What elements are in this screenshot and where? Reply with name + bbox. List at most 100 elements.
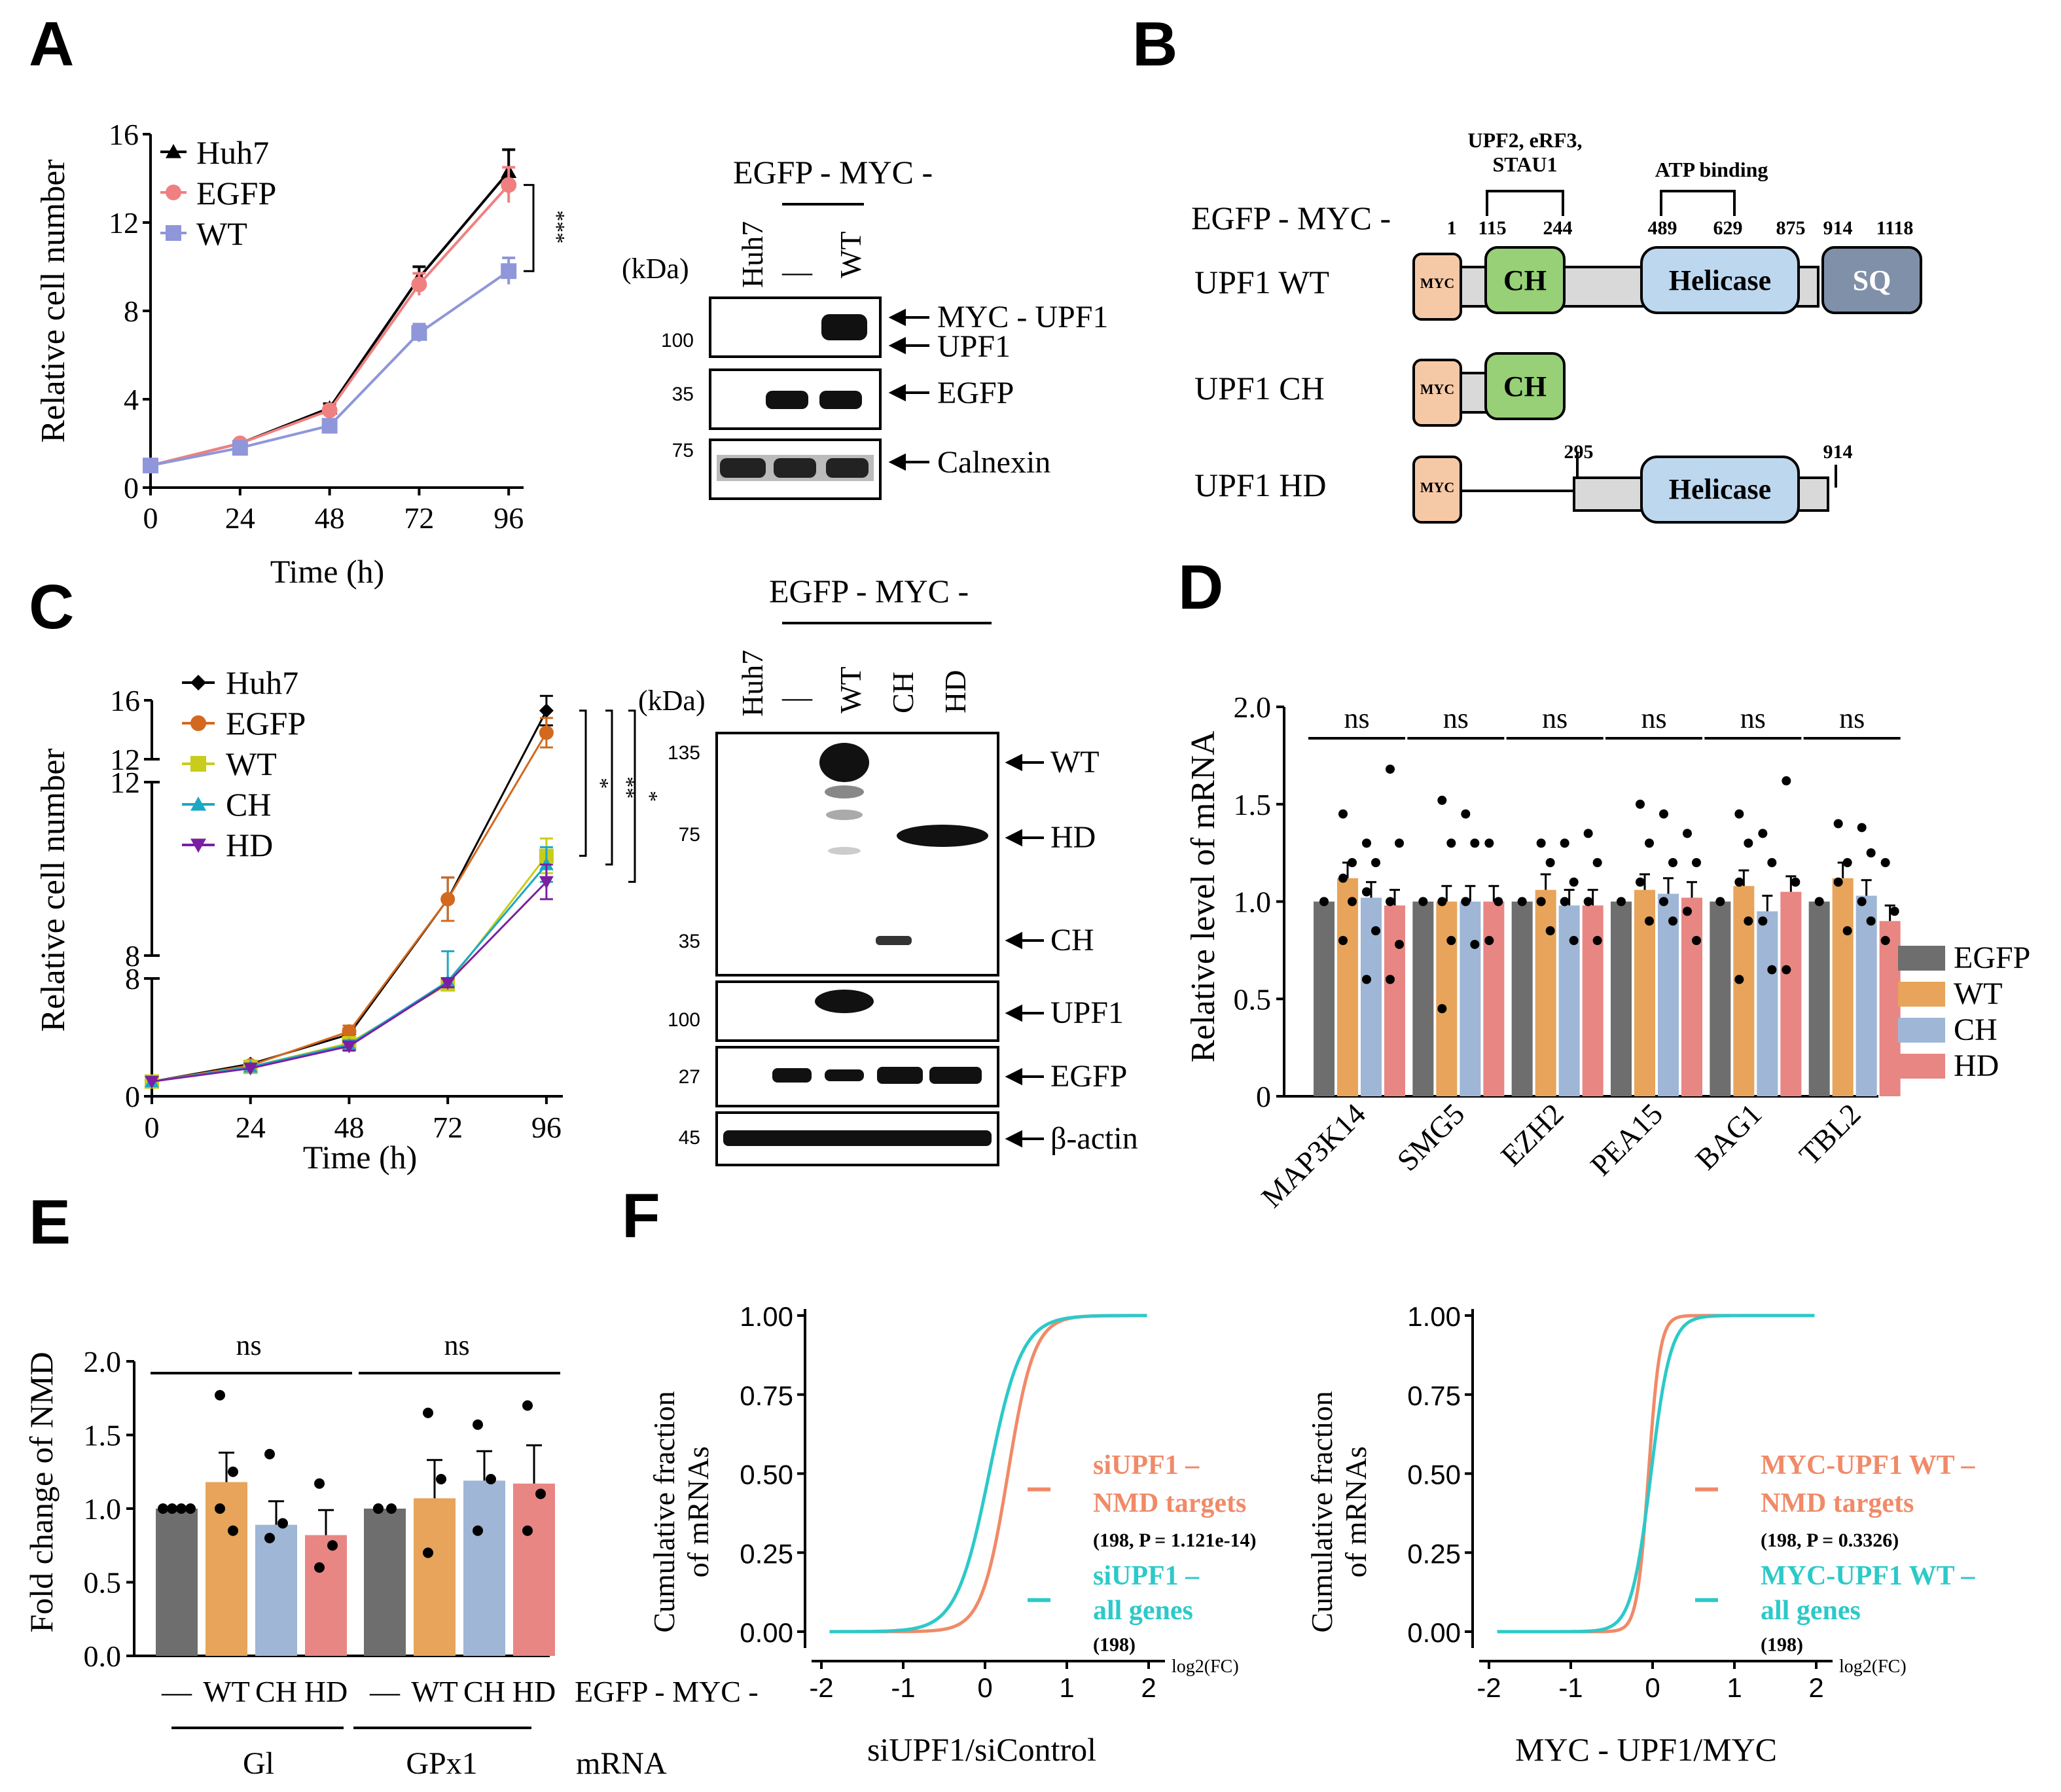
d-point — [1833, 819, 1843, 829]
a-series-line-wt — [150, 270, 510, 467]
e-bar-hd — [513, 1483, 555, 1656]
d-point — [1758, 829, 1768, 838]
a-point-egfp — [321, 402, 338, 418]
e-point — [228, 1525, 238, 1536]
c-band-actin: β-actin — [1050, 1121, 1138, 1156]
d-bar-ch — [1757, 911, 1778, 1096]
c-band-wt: WT — [1050, 745, 1100, 780]
e-lane-label: CH — [463, 1675, 505, 1708]
e-point — [264, 1533, 275, 1543]
e-point — [423, 1547, 433, 1558]
d-point — [1592, 858, 1602, 867]
a-legend-wt: WT — [196, 215, 247, 252]
d-point — [1437, 897, 1447, 906]
e-lane-label: — — [161, 1675, 192, 1708]
e-bar-ch — [255, 1524, 297, 1656]
d-point — [1645, 838, 1654, 848]
c-point-hd — [539, 876, 554, 889]
e-lane-label: WT — [411, 1675, 458, 1708]
d-point — [1362, 975, 1371, 984]
d-bar-hd — [1582, 905, 1604, 1096]
d-point — [1395, 939, 1404, 949]
c-legend-ch: CH — [226, 786, 271, 823]
d-point — [1636, 877, 1645, 887]
d-point — [1744, 838, 1753, 848]
d-ytick-label: 2.0 — [1234, 690, 1272, 724]
d-sig-label: ns — [1344, 702, 1369, 734]
e-point — [264, 1448, 275, 1460]
d-point — [1371, 858, 1380, 867]
e-bar-control — [364, 1509, 406, 1656]
f2-legend-1b: NMD targets — [1761, 1488, 1914, 1518]
d-point — [1668, 858, 1677, 867]
d-point — [1583, 829, 1593, 838]
d-bar-wt — [1832, 878, 1854, 1096]
c-xtick-label: 24 — [236, 1111, 266, 1144]
d-legend-swatch-wt — [1898, 982, 1945, 1007]
b-hd-myc-tag — [1412, 456, 1462, 524]
d-category-label: MAP3K14 — [1255, 1097, 1372, 1214]
d-point — [1470, 939, 1480, 949]
f2-ytick-label: 0.75 — [1407, 1380, 1461, 1411]
d-ytick-label: 0.5 — [1234, 982, 1272, 1016]
d-sig-label: ns — [1443, 702, 1469, 734]
a-ytick-label: 4 — [124, 383, 139, 416]
e-point — [327, 1540, 338, 1551]
e-ytick-label: 1.0 — [84, 1492, 122, 1526]
d-point — [1880, 858, 1890, 867]
c-sig-bracket — [628, 709, 636, 883]
e-point — [473, 1525, 483, 1536]
d-point — [1338, 809, 1348, 819]
d-bar-ch — [1658, 893, 1679, 1096]
c-legend-marker-huh7 — [190, 675, 206, 690]
d-point — [1371, 926, 1380, 936]
c-point-egfp — [440, 891, 456, 906]
d-point — [1890, 906, 1899, 916]
c-point-huh7 — [539, 703, 554, 718]
d-sig-label: ns — [1542, 702, 1568, 734]
e-point — [486, 1474, 496, 1484]
d-point — [1866, 916, 1876, 926]
a-ylabel: Relative cell number — [35, 159, 72, 442]
f2-xlabel: MYC - UPF1/MYC — [1515, 1731, 1777, 1768]
d-point — [1692, 936, 1701, 945]
e-point — [215, 1503, 225, 1514]
e-point — [215, 1389, 225, 1401]
d-ytick-label: 1.5 — [1234, 788, 1272, 821]
c-ylabel: Relative cell number — [35, 748, 72, 1031]
a-point-wt — [143, 457, 158, 474]
d-legend-swatch-egfp — [1898, 946, 1945, 971]
b-wt-sq-domain — [1821, 246, 1922, 314]
b-hd-pos-914: 914 — [1823, 441, 1853, 463]
d-point — [1536, 897, 1546, 906]
c-xtick-label: 0 — [145, 1111, 160, 1144]
a-lane-huh7: Huh7 — [736, 221, 769, 288]
b-wt-sq-label: SQ — [1853, 264, 1891, 296]
c-marker-100: 100 — [668, 1009, 700, 1031]
e-bar-hd — [305, 1535, 347, 1656]
b-hd-myc-label: MYC — [1420, 479, 1455, 495]
b-wt-helicase-label: Helicase — [1669, 264, 1771, 296]
d-bar-egfp — [1710, 901, 1731, 1096]
f1-legend-2a: siUPF1 – — [1093, 1561, 1200, 1591]
a-legend-marker-egfp — [166, 185, 181, 200]
a-xtick-label: 24 — [225, 501, 255, 535]
b-pos-875: 875 — [1776, 217, 1806, 239]
panel-c-growth-chart: Relative cell number Time (h) Huh7 EGFP … — [35, 664, 662, 1175]
f2-ecdf-all-genes — [1497, 1314, 1815, 1634]
a-legend-huh7: Huh7 — [196, 134, 269, 171]
b-construct-ch: UPF1 CH — [1194, 370, 1325, 406]
d-point — [1744, 916, 1753, 926]
f2-ylabel-1: Cumulative fraction — [1305, 1391, 1338, 1632]
e-point — [436, 1474, 446, 1484]
d-bar-wt — [1337, 878, 1358, 1096]
a-xtick-label: 96 — [493, 501, 524, 535]
c-ytick-label: 8 — [125, 962, 140, 995]
e-point — [314, 1562, 325, 1573]
c-sig-label: * — [588, 778, 613, 789]
e-ytick-label: 2.0 — [84, 1345, 122, 1378]
b-pos-1: 1 — [1447, 217, 1457, 239]
d-point — [1692, 858, 1701, 867]
d-point — [1494, 897, 1503, 906]
b-construct-prefix: EGFP - MYC - — [1191, 200, 1391, 236]
